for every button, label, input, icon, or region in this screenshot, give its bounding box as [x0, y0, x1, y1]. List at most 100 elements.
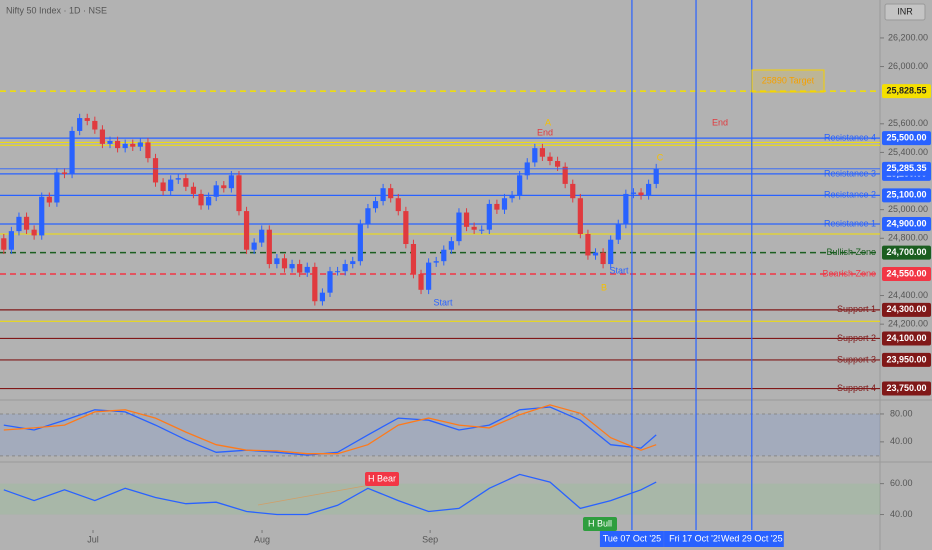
- date-label: Wed 29 Oct '25: [721, 533, 783, 543]
- level-name: Resistance 4: [824, 132, 876, 142]
- candle-body: [441, 249, 447, 262]
- candle-body: [517, 175, 523, 196]
- candle-body: [137, 142, 143, 147]
- y-tick-label: 40.00: [890, 509, 913, 519]
- candle-body: [539, 148, 546, 157]
- chart-title: Nifty 50 Index · 1D · NSE: [6, 5, 107, 15]
- annotation: C: [657, 152, 664, 162]
- rsi-band: [0, 483, 880, 515]
- candle-body: [608, 239, 614, 265]
- level-name: Support 4: [837, 383, 876, 393]
- candle-body: [289, 264, 295, 269]
- x-tick-label: Sep: [422, 534, 438, 544]
- level-name: Support 3: [837, 354, 876, 364]
- candle-body: [410, 244, 417, 275]
- candle-body: [8, 231, 14, 250]
- candle-body: [418, 274, 424, 290]
- candle-body: [39, 196, 45, 236]
- candle-body: [448, 241, 454, 250]
- candle-body: [168, 179, 174, 192]
- y-tick-label: 40.00: [890, 436, 913, 446]
- date-box: [599, 531, 664, 547]
- candle-body: [259, 229, 265, 243]
- divergence-line: [257, 484, 371, 506]
- price-box-label: 24,300.00: [886, 304, 926, 314]
- price-box: [882, 267, 931, 282]
- annotation: Start: [433, 297, 453, 307]
- date-box: [664, 531, 729, 547]
- y-tick-label: 25,400.00: [888, 147, 928, 157]
- level-name: Bearish Zone: [822, 268, 876, 278]
- candle-body: [84, 118, 90, 121]
- candle-body: [585, 233, 591, 256]
- candle-body: [31, 229, 37, 236]
- price-box-label: 25,100.00: [886, 190, 926, 200]
- candle-body: [592, 252, 599, 256]
- candle-body: [304, 266, 310, 273]
- price-box-label: 24,700.00: [886, 247, 926, 257]
- price-box-label: 23,750.00: [886, 383, 926, 393]
- currency-box[interactable]: [884, 3, 926, 21]
- candle-body: [23, 216, 30, 230]
- candle-body: [646, 183, 652, 196]
- candle-body: [600, 252, 606, 265]
- candle-body: [16, 216, 22, 232]
- candle-body: [388, 188, 394, 199]
- candle-body: [577, 198, 583, 234]
- level-name: Support 2: [837, 333, 876, 343]
- candle-body: [471, 226, 477, 230]
- candle-body: [615, 223, 621, 240]
- price-box: [882, 381, 931, 396]
- rsi-line: [3, 473, 657, 516]
- candle-body: [183, 178, 189, 187]
- candle-body: [630, 192, 637, 194]
- price-box: [882, 161, 931, 176]
- candle-body: [562, 166, 568, 184]
- price-box: [882, 245, 931, 260]
- price-box: [882, 188, 931, 203]
- annotation: End: [537, 127, 553, 137]
- candle-body: [1, 238, 7, 250]
- candle-body: [372, 201, 379, 209]
- candle-body: [274, 258, 280, 265]
- candle-body: [297, 264, 303, 273]
- candle-body: [365, 208, 371, 224]
- rsi-tag-label: H Bull: [588, 518, 612, 528]
- candle-body: [69, 130, 75, 174]
- y-tick-label: 25,600.00: [888, 118, 928, 128]
- price-box-label: 25,285.35: [886, 163, 926, 173]
- candle-body: [251, 242, 257, 250]
- candle-body: [190, 186, 197, 194]
- y-tick-label: 24,800.00: [888, 233, 928, 243]
- price-box: [882, 131, 931, 146]
- price-box-label: 25,828.55: [886, 85, 926, 95]
- candle-body: [623, 193, 629, 224]
- candle-body: [463, 212, 470, 227]
- candle-body: [327, 271, 333, 293]
- y-tick-label: 24,400.00: [888, 290, 928, 300]
- candle-body: [175, 178, 181, 180]
- candle-body: [486, 203, 492, 230]
- candle-body: [395, 198, 401, 212]
- candle-body: [54, 172, 60, 203]
- currency[interactable]: INR: [897, 6, 913, 16]
- date-label: Fri 17 Oct '25: [669, 533, 723, 543]
- candle-body: [357, 223, 363, 262]
- candle-body: [130, 143, 136, 147]
- annotation: Start: [609, 265, 629, 275]
- candle-body: [426, 262, 432, 290]
- date-label: Tue 07 Oct '25: [603, 533, 661, 543]
- target-box: [751, 69, 825, 93]
- candle-body: [206, 196, 212, 206]
- price-box-label: 24,100.00: [886, 333, 926, 343]
- candle-body: [350, 261, 356, 265]
- annotation: End: [712, 117, 728, 127]
- candle-body: [653, 168, 659, 184]
- price-box: [882, 352, 931, 367]
- candle-body: [236, 175, 242, 212]
- candle-body: [99, 129, 106, 144]
- candle-body: [61, 172, 68, 174]
- y-tick-label: 60.00: [890, 478, 913, 488]
- y-tick-label: 80.00: [890, 408, 913, 418]
- level-name: Bullish Zone: [826, 247, 876, 257]
